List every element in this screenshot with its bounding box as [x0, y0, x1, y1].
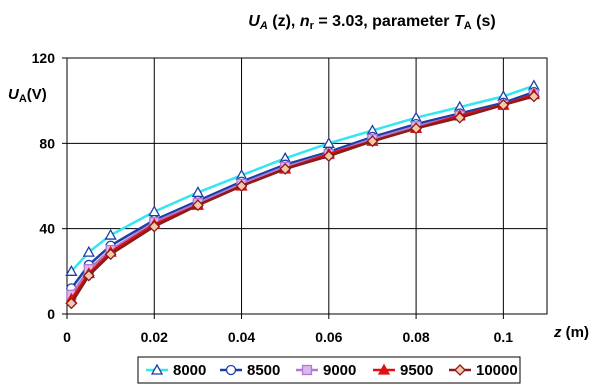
title-n: n [300, 13, 310, 30]
legend-label: 8500 [247, 362, 280, 379]
legend-label: 9500 [400, 362, 433, 379]
x-axis-label: z (m) [553, 324, 589, 341]
data-point [322, 150, 335, 163]
x-tick-label: 0.06 [315, 329, 342, 345]
title-t-sub: A [464, 20, 472, 32]
data-point [104, 248, 117, 261]
chart-title: UA (z), nr = 3.03, parameter TA (s) [248, 13, 495, 32]
series-layer [65, 79, 541, 310]
data-point [235, 180, 248, 192]
data-point [65, 297, 78, 310]
x-axis-symbol: z [553, 324, 562, 341]
y-tick-label: 80 [39, 135, 55, 151]
data-point [366, 135, 379, 148]
series-8000 [65, 79, 541, 276]
legend: 8000 8500 9000 9500 10000 [137, 356, 521, 384]
legend-marker [150, 363, 164, 375]
plot-frame [66, 57, 548, 315]
legend-marker [301, 364, 313, 376]
legend-marker [225, 364, 237, 376]
data-point [527, 90, 540, 103]
x-tick-label: 0 [63, 329, 71, 345]
legend-item-8000: 8000 [146, 362, 206, 379]
legend-label: 10000 [476, 362, 518, 379]
data-point [104, 228, 117, 240]
title-suffix: (s) [472, 13, 496, 30]
x-tick-label: 0.02 [141, 329, 168, 345]
legend-label: 8000 [173, 362, 206, 379]
ticks: 0 0.02 0.04 0.06 0.08 0.1 0 40 80 120 [32, 50, 514, 345]
title-prefix: U [248, 13, 260, 30]
legend-marker [454, 364, 466, 376]
data-point [497, 99, 510, 111]
legend-label: 9000 [323, 362, 356, 379]
y-axis-unit: (V) [27, 86, 47, 103]
title-n-sub: r [310, 20, 315, 32]
data-point [191, 199, 204, 212]
x-axis-unit: (m) [562, 324, 590, 341]
title-n-value: = 3.03, parameter [314, 13, 454, 30]
y-tick-label: 40 [39, 221, 55, 237]
data-point [279, 163, 292, 175]
legend-item-9500: 9500 [373, 362, 433, 379]
data-point [148, 220, 161, 233]
title-middle: (z), [268, 13, 300, 30]
x-tick-label: 0.1 [494, 329, 514, 345]
series-10000 [65, 90, 540, 310]
x-tick-label: 0.04 [228, 329, 255, 345]
legend-item-9000: 9000 [296, 362, 356, 379]
data-point [65, 264, 78, 276]
title-prefix-sub: A [259, 20, 268, 32]
y-axis-label: UA(V) [8, 86, 47, 105]
data-point [82, 269, 95, 282]
data-point [410, 122, 423, 135]
x-tick-label: 0.08 [402, 329, 429, 345]
plot-area [66, 57, 548, 315]
y-tick-label: 120 [32, 50, 56, 66]
y-axis-sub: A [19, 93, 27, 105]
legend-item-10000: 10000 [449, 362, 518, 379]
legend-marker [377, 363, 391, 375]
y-tick-label: 0 [47, 306, 55, 322]
data-point [82, 245, 95, 257]
legend-item-8500: 8500 [220, 362, 280, 379]
y-axis-symbol: U [8, 86, 20, 103]
title-t: T [454, 13, 465, 30]
data-point [453, 111, 466, 124]
